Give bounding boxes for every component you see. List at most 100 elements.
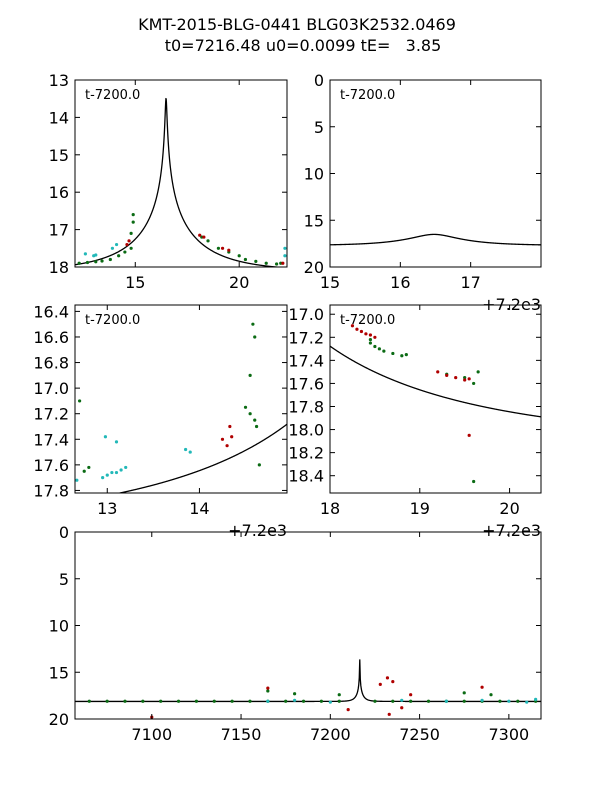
top-right-xtick-label: 16 — [390, 273, 410, 292]
middle-right-green-point — [391, 351, 395, 356]
bottom-green-point — [123, 699, 127, 703]
top-right-plot-area — [330, 233, 541, 246]
middle-right-green-point — [368, 341, 372, 345]
bottom-red-point — [378, 682, 382, 687]
top-left-red-point — [227, 248, 231, 252]
middle-right-green-point — [404, 353, 408, 357]
bottom-ytick-label: 10 — [49, 617, 69, 636]
bottom-red-point — [391, 680, 395, 684]
bottom-red-point — [480, 685, 484, 689]
bottom-green-point — [141, 699, 145, 703]
middle-right-model-curve — [330, 345, 541, 418]
top-left-red-point — [125, 242, 129, 247]
top-left-green-point — [131, 213, 135, 217]
middle-left-ytick-label: 16.8 — [33, 354, 69, 373]
top-left-green-point — [237, 254, 241, 258]
bottom-green-point — [301, 699, 306, 703]
middle-right-ytick-label: 18.4 — [288, 467, 324, 486]
bottom-green-point — [159, 699, 163, 703]
middle-left-cyan-point — [101, 476, 105, 480]
middle-right-red-point — [359, 329, 364, 334]
top-left-xtick-label: 20 — [229, 273, 249, 292]
middle-right-green-point — [373, 344, 377, 349]
middle-left-ytick-label: 17.0 — [33, 379, 69, 398]
bottom-red-point — [385, 676, 390, 680]
middle-right-ytick-label: 17.6 — [288, 374, 324, 393]
bottom-cyan-point — [480, 698, 484, 702]
middle-left-red-point — [220, 437, 225, 441]
top-left-green-point — [85, 260, 90, 265]
middle-right-red-point — [355, 327, 359, 331]
middle-right-ytick-label: 17.8 — [288, 397, 324, 416]
middle-right-green-point — [400, 354, 404, 358]
top-left-green-point — [117, 254, 121, 258]
top-left-ytick-label: 17 — [49, 221, 69, 240]
top-left-cyan-point — [83, 252, 87, 256]
top-left-ytick-label: 18 — [49, 258, 69, 277]
top-left-green-point — [94, 260, 98, 264]
bottom-ytick-label: 15 — [49, 663, 69, 682]
middle-left-red-point — [225, 444, 229, 448]
middle-left-cyan-point — [119, 468, 123, 472]
middle-left-ytick-label: 17.8 — [33, 481, 69, 500]
middle-left-ytick-label: 16.6 — [33, 328, 69, 347]
panel-middle-left: 13 14 16.4 16.6 16.8 17.0 17.2 17.4 17.6 17.8 t-72… — [33, 302, 288, 540]
bottom-green-point — [426, 699, 431, 703]
top-left-green-point — [129, 246, 133, 250]
top-left-green-point — [123, 250, 127, 254]
middle-left-xtick-label: 14 — [189, 499, 209, 518]
top-left-ytick-label: 14 — [49, 108, 69, 127]
bottom-green-point — [391, 699, 395, 703]
middle-left-green-point — [254, 424, 259, 429]
top-left-green-point — [108, 257, 112, 262]
middle-right-green-point — [368, 338, 372, 342]
middle-left-offset-label: +7.2e3 — [228, 521, 287, 540]
top-left-green-point — [206, 239, 210, 243]
middle-right-red-point — [368, 333, 372, 337]
middle-right-ytick-label: 18.0 — [288, 421, 324, 440]
top-left-plot-area — [75, 97, 287, 267]
top-left-frame — [74, 79, 288, 268]
middle-left-frame — [74, 304, 288, 494]
top-right-xtick-label: 15 — [320, 273, 340, 292]
bottom-green-point — [409, 699, 413, 703]
top-left-green-point — [243, 257, 248, 262]
bottom-red-point — [266, 686, 270, 690]
middle-left-green-point — [243, 405, 248, 409]
middle-right-red-point — [467, 433, 471, 437]
middle-right-green-point — [472, 381, 476, 386]
bottom-green-point — [284, 699, 288, 703]
middle-left-cyan-point — [110, 470, 114, 475]
middle-left-ytick-label: 17.4 — [33, 430, 69, 449]
middle-right-green-point — [382, 349, 386, 353]
middle-left-cyan-point — [184, 447, 188, 452]
top-right-xtick-label: 17 — [460, 273, 480, 292]
bottom-cyan-point — [266, 699, 270, 703]
bottom-ytick-label: 0 — [59, 523, 69, 542]
middle-left-green-point — [257, 463, 261, 467]
middle-left-green-point — [253, 418, 257, 422]
top-left-cyan-point — [94, 253, 98, 257]
middle-right-red-point — [373, 335, 377, 339]
bottom-green-point — [266, 689, 270, 693]
top-left-green-point — [275, 262, 279, 266]
middle-right-green-point — [472, 479, 476, 484]
bottom-red-point — [346, 708, 350, 712]
panel-middle-right: 18 19 20 17.0 17.2 17.4 17.6 17.8 18.0 18.2 18.4 t-… — [288, 304, 542, 540]
bottom-red-point — [387, 712, 391, 716]
top-left-ytick-label: 15 — [49, 146, 69, 165]
bottom-xtick-label: 7300 — [489, 725, 530, 744]
middle-left-cyan-point — [124, 465, 128, 470]
bottom-green-point — [293, 692, 297, 696]
figure-title-line2: t0=7216.48 u0=0.0099 tE= 3.85 — [165, 36, 442, 55]
bottom-red-point — [409, 693, 413, 697]
middle-right-ytick-label: 17.2 — [288, 328, 324, 347]
top-left-inset-label: t-7200.0 — [85, 88, 140, 103]
bottom-cyan-point — [525, 700, 529, 704]
top-left-red-point — [220, 246, 225, 250]
middle-right-ytick-label: 18.2 — [288, 444, 324, 463]
bottom-model-curve — [75, 659, 541, 703]
middle-left-cyan-point — [114, 470, 119, 475]
bottom-xtick-label: 7250 — [399, 725, 440, 744]
bottom-green-point — [212, 699, 216, 703]
